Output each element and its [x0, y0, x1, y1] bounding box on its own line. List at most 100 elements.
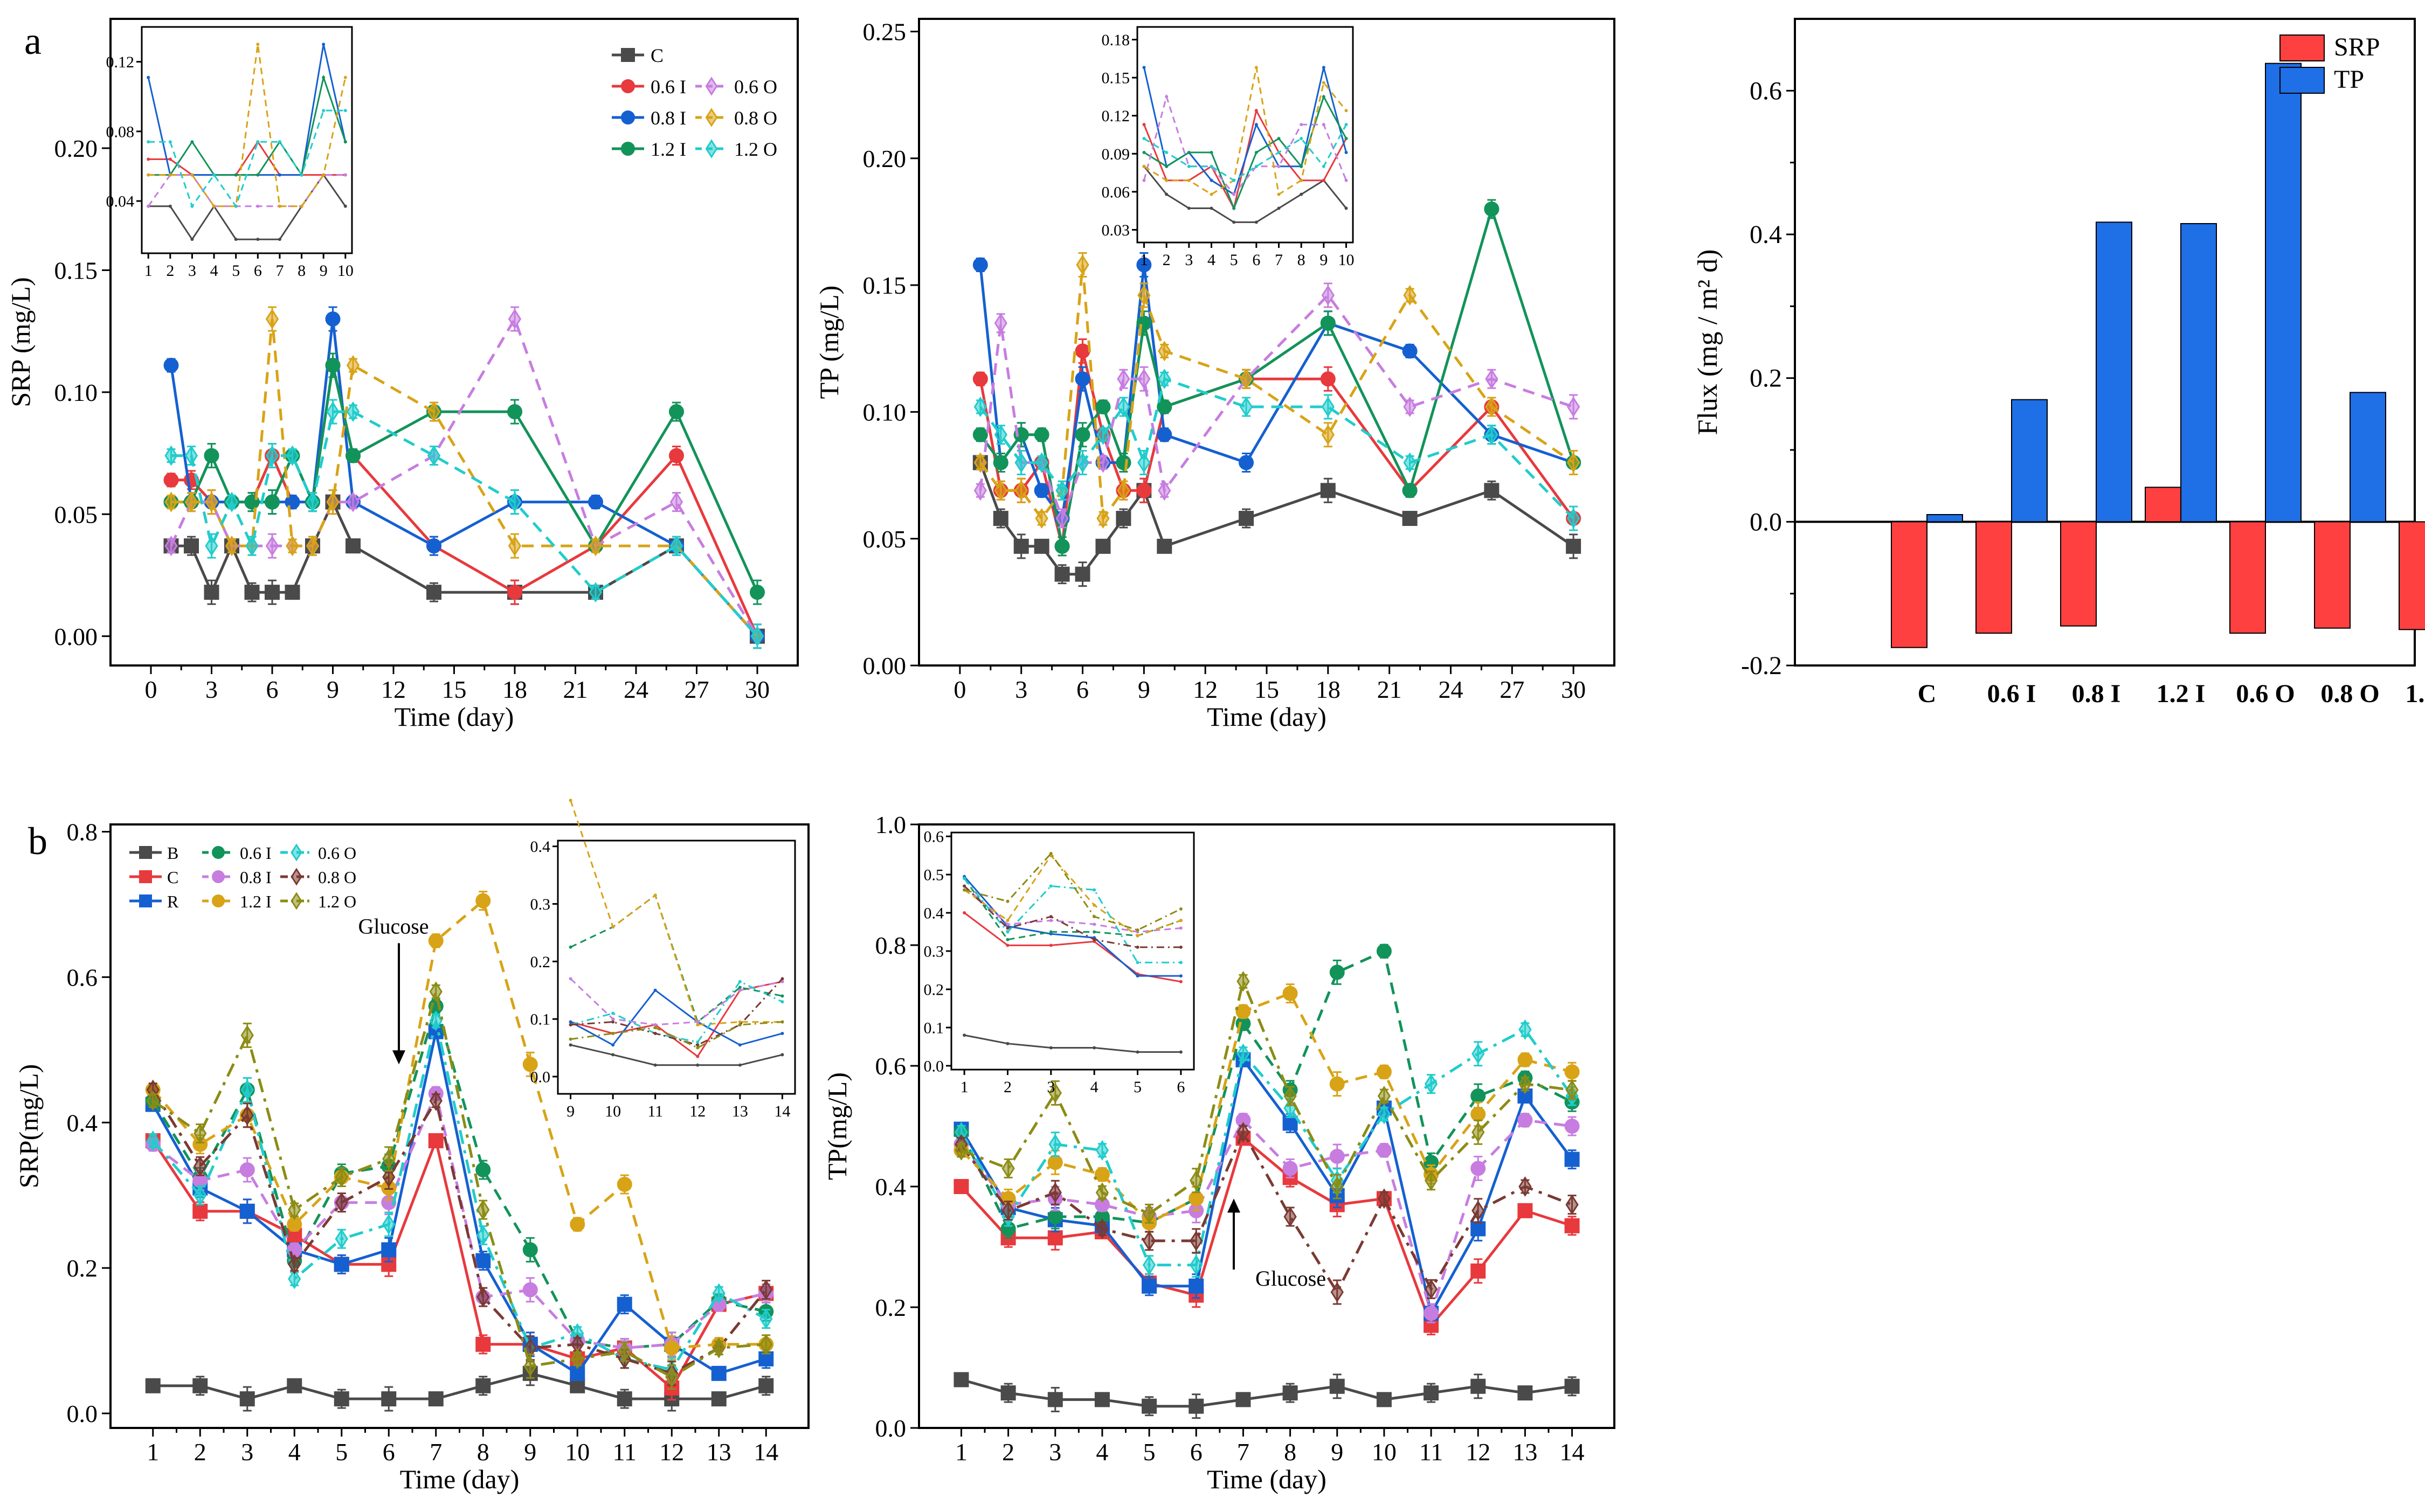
- data-point: [993, 511, 1008, 526]
- data-point: [147, 75, 150, 79]
- data-point: [475, 1253, 491, 1268]
- data-point: [780, 1053, 784, 1057]
- data-point: [1055, 508, 1069, 529]
- data-point: [1322, 81, 1325, 85]
- y-tick-label: 0.10: [54, 379, 98, 406]
- x-tick-label: 9: [1319, 251, 1328, 269]
- x-tick-label: 2: [1002, 1438, 1014, 1466]
- data-point: [1470, 1088, 1486, 1104]
- data-point: [1142, 1230, 1156, 1251]
- data-point: [1095, 1182, 1109, 1203]
- data-point: [1179, 980, 1183, 983]
- y-tick-label: 0.09: [1102, 145, 1130, 163]
- data-point: [1047, 1392, 1063, 1407]
- x-tick-label: 6: [1076, 676, 1089, 703]
- bar-SRP-1.2-O: [2399, 521, 2425, 630]
- data-point: [954, 1179, 969, 1194]
- x-tick-label: 1: [955, 1438, 968, 1466]
- y-tick-label: 0.15: [863, 272, 907, 299]
- data-point: [428, 1391, 444, 1407]
- series-line-R: [151, 1031, 767, 1376]
- data-point: [1470, 1106, 1486, 1122]
- series-line-1.2-I: [151, 898, 766, 1350]
- data-point: [1254, 109, 1258, 113]
- x-tick-label: 24: [1438, 676, 1463, 703]
- x-tick-label: 1: [1140, 251, 1148, 269]
- y-tick-label: 0.6: [1750, 77, 1782, 105]
- data-point: [1179, 926, 1183, 930]
- legend-swatch-TP: [2279, 67, 2325, 94]
- data-point: [1136, 483, 1152, 498]
- legend-marker: [291, 843, 302, 862]
- bar-SRP-C: [1891, 521, 1927, 648]
- x-tick-label: 7: [275, 262, 284, 280]
- x-tick-label: 2: [1163, 251, 1171, 269]
- data-point: [343, 140, 347, 144]
- data-point: [955, 1140, 968, 1161]
- x-axis-label: Time (day): [400, 1464, 520, 1494]
- series-line-1.2-O: [964, 852, 1182, 931]
- data-point: [278, 173, 281, 177]
- data-point: [1179, 919, 1183, 923]
- legend-swatch-SRP: [2279, 34, 2325, 61]
- data-point: [522, 1242, 538, 1258]
- x-tick-label: 13: [707, 1438, 731, 1466]
- x-tick-label: 9: [320, 262, 328, 280]
- data-point: [963, 1034, 966, 1037]
- data-point: [1006, 930, 1010, 934]
- x-tick-label: 8: [477, 1438, 489, 1466]
- bar-TP-0.6-I: [2011, 399, 2048, 523]
- data-point: [994, 313, 1007, 334]
- data-point: [1076, 452, 1089, 473]
- data-point: [1094, 1392, 1110, 1407]
- data-point: [212, 204, 216, 208]
- data-point: [346, 401, 360, 422]
- data-point: [1232, 220, 1236, 224]
- data-point: [190, 238, 194, 241]
- data-point: [146, 1090, 160, 1111]
- data-point: [1566, 396, 1580, 418]
- x-tick-label: 9: [566, 1102, 575, 1120]
- x-tick-label: 1: [144, 262, 153, 280]
- x-tick-label: 10: [1338, 251, 1355, 269]
- data-point: [278, 238, 281, 241]
- data-point: [1320, 315, 1336, 331]
- data-point: [1485, 396, 1498, 418]
- series-line-0.8-O: [151, 1089, 768, 1375]
- data-point: [300, 173, 303, 177]
- data-point: [1136, 961, 1139, 965]
- data-point: [190, 140, 194, 144]
- data-point: [1424, 1279, 1438, 1300]
- data-point: [1210, 150, 1213, 154]
- legend-marker: [621, 48, 635, 62]
- bar-SRP-1.2-I: [2145, 487, 2181, 523]
- legend-label: 0.6 O: [318, 843, 356, 863]
- series-line-0.6-O: [151, 1020, 767, 1371]
- data-point: [1566, 538, 1581, 554]
- data-point: [204, 448, 219, 463]
- x-tick-label: 12: [1466, 1438, 1490, 1466]
- data-point: [1142, 1278, 1157, 1294]
- series-line-0.6-O: [963, 878, 1181, 963]
- data-point: [426, 538, 441, 554]
- data-point: [1564, 1378, 1580, 1394]
- data-point: [1049, 915, 1053, 919]
- data-point: [1239, 396, 1253, 418]
- legend-label: C: [167, 868, 178, 887]
- data-point: [507, 404, 522, 420]
- data-point: [1277, 150, 1281, 154]
- y-tick-label: 0.2: [67, 1254, 98, 1282]
- data-point: [1403, 396, 1417, 418]
- data-point: [1424, 1170, 1438, 1191]
- data-point: [265, 536, 279, 557]
- data-point: [1277, 192, 1281, 196]
- data-point: [381, 1391, 397, 1407]
- data-point: [1330, 1176, 1344, 1197]
- y-axis-label: SRP (mg/L): [5, 277, 36, 407]
- series-line-0.8-I: [570, 978, 783, 1026]
- data-point: [256, 43, 260, 46]
- data-point: [1049, 919, 1053, 923]
- data-point: [1142, 1398, 1157, 1414]
- data-point: [1048, 1182, 1062, 1203]
- data-point: [1377, 1188, 1391, 1209]
